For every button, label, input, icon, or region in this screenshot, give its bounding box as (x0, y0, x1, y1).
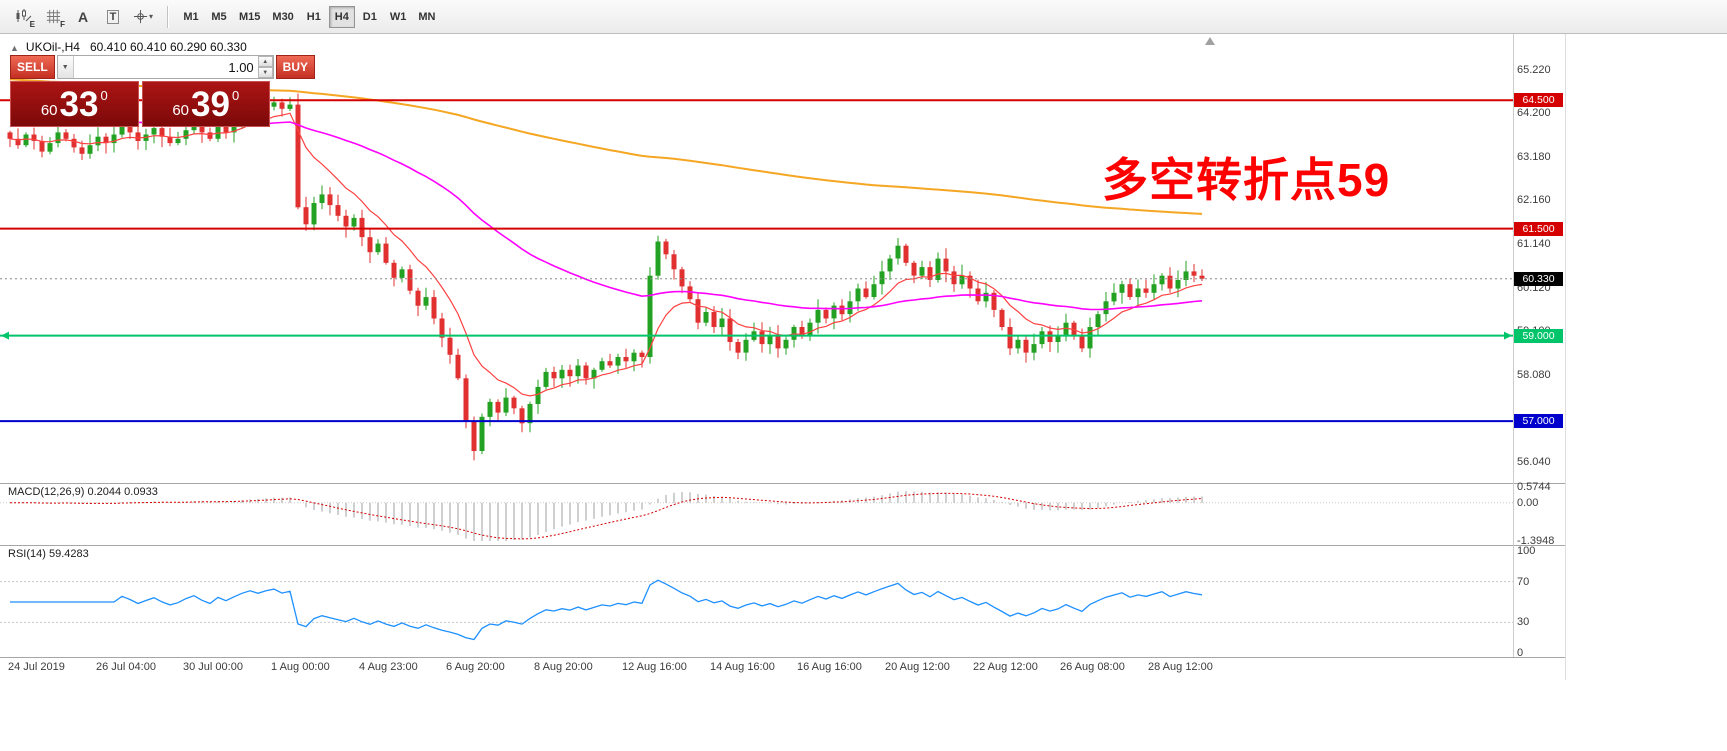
trade-panel-collapse-icon[interactable]: ▲ (10, 43, 19, 53)
volume-dropdown-button[interactable]: ▼ (57, 56, 74, 78)
time-label: 14 Aug 16:00 (710, 661, 775, 673)
price-scale-label: 56.040 (1517, 456, 1551, 469)
time-label: 26 Aug 08:00 (1060, 661, 1125, 673)
time-label: 6 Aug 20:00 (446, 661, 505, 673)
text-tool-icon[interactable]: A (69, 4, 97, 30)
level-left-arrow (1, 331, 9, 340)
chart-window: ▲ UKOil-,H4 60.410 60.410 60.290 60.330 SE… (0, 34, 1727, 751)
toolbar: E F A T ▾ M1 M5 M15 M30 H1 H4 D1 W1 MN (0, 0, 1727, 34)
ask-price-tile[interactable]: 60 39 0 (141, 81, 270, 127)
chart-shift-marker (1205, 37, 1215, 45)
rsi-scale-0: 0 (1517, 647, 1524, 659)
chart-header: ▲ UKOil-,H4 60.410 60.410 60.290 60.330 (10, 40, 247, 54)
price-scale-label: 63.180 (1517, 150, 1551, 163)
chart-canvas[interactable] (0, 34, 1727, 751)
bid-price-prefix: 60 (40, 101, 58, 119)
time-label: 1 Aug 00:00 (271, 661, 330, 673)
timeframe-button-h1[interactable]: H1 (301, 6, 327, 28)
time-label: 24 Jul 2019 (8, 661, 65, 673)
macd-indicator-label: MACD(12,26,9) 0.2044 0.0933 (8, 486, 158, 498)
volume-spinner: ▲ ▼ (257, 56, 273, 78)
fast-ma-line (9, 112, 1203, 397)
rsi-scale-100: 100 (1517, 545, 1536, 557)
ask-price-prefix: 60 (172, 101, 189, 119)
mid-ma-line (9, 109, 1203, 311)
price-badge-64.500: 64.500 (1514, 93, 1563, 108)
ask-price-big-digits: 39 (191, 84, 230, 124)
price-badge-59.000: 59.000 (1514, 328, 1563, 343)
time-label: 8 Aug 20:00 (534, 661, 593, 673)
trade-panel-controls-row: SELL ▼ ▲ ▼ BUY (10, 55, 316, 79)
rsi-scale-70: 70 (1517, 575, 1530, 588)
timeframe-button-m5[interactable]: M5 (206, 6, 232, 28)
timeframe-button-mn[interactable]: MN (413, 6, 440, 28)
time-label: 16 Aug 16:00 (797, 661, 862, 673)
bid-price-superscript: 0 (100, 87, 108, 103)
buy-button[interactable]: BUY (275, 55, 316, 79)
volume-input[interactable] (73, 56, 258, 78)
price-scale-label: 65.220 (1517, 63, 1551, 76)
trade-panel-prices-row: 60 33 0 60 39 0 (10, 81, 270, 127)
price-scale-label: 62.160 (1517, 194, 1551, 207)
time-label: 28 Aug 12:00 (1148, 661, 1213, 673)
timeframe-button-m15[interactable]: M15 (234, 6, 265, 28)
price-scale-label: 61.140 (1517, 238, 1551, 251)
macd-signal-line (10, 492, 1203, 540)
time-label: 26 Jul 04:00 (96, 661, 156, 673)
macd-scale-zero: 0.00 (1517, 496, 1539, 509)
chart-symbol-title: UKOil-,H4 (25, 40, 80, 54)
crosshair-tool-icon[interactable]: ▾ (129, 4, 157, 30)
current-price-badge: 60.330 (1514, 271, 1563, 286)
timeframe-button-m1[interactable]: M1 (178, 6, 204, 28)
time-label: 22 Aug 12:00 (973, 661, 1038, 673)
timeframe-button-d1[interactable]: D1 (357, 6, 383, 28)
toolbar-tools-group: E F A T ▾ (8, 4, 158, 30)
timeframe-buttons-group: M1 M5 M15 M30 H1 H4 D1 W1 MN (177, 5, 441, 28)
macd-scale-min: -1.3948 (1517, 535, 1555, 547)
grid-tool-icon[interactable]: F (39, 4, 67, 30)
rsi-line (10, 579, 1203, 641)
volume-control: ▼ ▲ ▼ (56, 55, 274, 79)
chart-pattern-tool-icon[interactable]: E (9, 4, 37, 30)
timeframe-button-w1[interactable]: W1 (385, 6, 412, 28)
rsi-scale-30: 30 (1517, 616, 1530, 629)
candles-layer (7, 93, 1205, 461)
price-scale-label: 58.080 (1517, 368, 1551, 381)
bid-price-big-digits: 33 (59, 84, 99, 124)
chart-ohlc-values: 60.410 60.410 60.290 60.330 (89, 40, 247, 54)
time-label: 30 Jul 00:00 (183, 661, 243, 673)
price-badge-57.000: 57.000 (1514, 414, 1563, 429)
ask-price-superscript: 0 (231, 87, 240, 103)
volume-decrease-button[interactable]: ▼ (257, 67, 273, 78)
price-scale-label: 64.200 (1517, 107, 1551, 120)
label-tool-icon[interactable]: T (99, 4, 127, 30)
time-label: 12 Aug 16:00 (622, 661, 687, 673)
volume-increase-button[interactable]: ▲ (257, 56, 273, 67)
macd-histogram (17, 491, 1203, 541)
bid-price-tile[interactable]: 60 33 0 (10, 81, 139, 127)
macd-scale-max: 0.5744 (1517, 481, 1551, 493)
timeframe-button-m30[interactable]: M30 (267, 6, 298, 28)
time-label: 20 Aug 12:00 (885, 661, 950, 673)
level-right-arrow (1504, 331, 1512, 340)
toolbar-separator (167, 5, 168, 28)
sell-button[interactable]: SELL (10, 55, 55, 79)
rsi-indicator-label: RSI(14) 59.4283 (8, 548, 89, 560)
chart-annotation-text: 多空转折点59 (1102, 154, 1391, 206)
price-badge-61.500: 61.500 (1514, 221, 1563, 236)
timeframe-button-h4[interactable]: H4 (328, 5, 355, 28)
time-label: 4 Aug 23:00 (359, 661, 418, 673)
